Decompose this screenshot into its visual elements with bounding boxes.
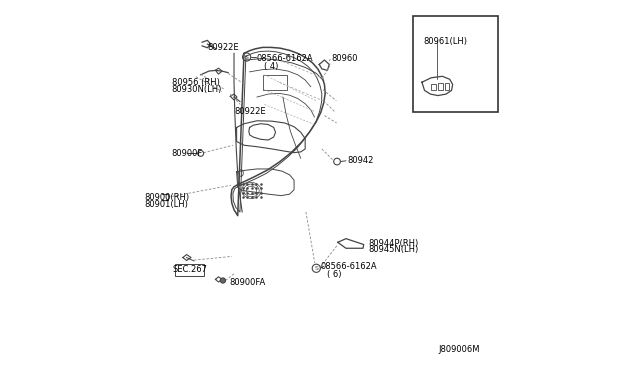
Bar	[431, 84, 436, 90]
Text: 80945N(LH): 80945N(LH)	[368, 245, 419, 254]
Text: 08566-6162A: 08566-6162A	[257, 54, 314, 62]
Text: J809006M: J809006M	[438, 345, 480, 354]
Bar	[445, 83, 449, 90]
Bar	[413, 16, 498, 112]
Text: S: S	[244, 55, 248, 60]
Text: 80901(LH): 80901(LH)	[144, 200, 188, 209]
Text: 80930N(LH): 80930N(LH)	[172, 85, 222, 94]
Text: ( 6): ( 6)	[326, 270, 341, 279]
Text: 80956 (RH): 80956 (RH)	[172, 78, 220, 87]
Text: 80944P(RH): 80944P(RH)	[368, 239, 419, 248]
Text: 80900F: 80900F	[172, 149, 203, 158]
Text: 80960: 80960	[331, 54, 358, 62]
Bar	[262, 75, 287, 90]
Text: 80961(LH): 80961(LH)	[423, 37, 467, 46]
Circle shape	[220, 278, 225, 283]
Bar	[438, 83, 443, 90]
Text: 08566-6162A: 08566-6162A	[321, 262, 378, 271]
Text: 80900(RH): 80900(RH)	[144, 193, 189, 202]
Text: 80942: 80942	[348, 156, 374, 165]
Text: ( 4): ( 4)	[264, 62, 278, 71]
Text: 80922E: 80922E	[235, 108, 266, 116]
Text: SEC.267: SEC.267	[172, 265, 207, 274]
Text: S: S	[314, 266, 318, 271]
Text: 80922E: 80922E	[207, 42, 239, 51]
Text: 80900FA: 80900FA	[230, 278, 266, 287]
Bar	[175, 264, 204, 276]
